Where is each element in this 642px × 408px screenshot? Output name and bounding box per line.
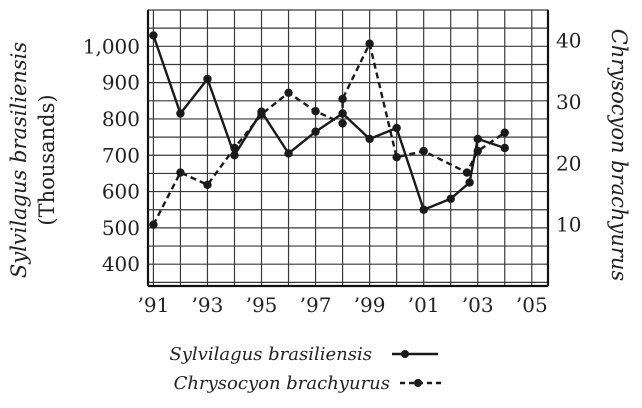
tick-labels: 400 500 600 700 800 900 1,000 10 20 30 40 ’91 ’93 ’95… — [83, 29, 582, 317]
data-point-series-1 — [338, 109, 347, 118]
left-tick-label: 500 — [102, 216, 140, 240]
data-point-series-2 — [419, 146, 428, 156]
x-tick-label: ’91 — [137, 293, 169, 317]
data-point-series-1 — [230, 151, 239, 160]
data-point-series-2 — [365, 39, 374, 48]
x-tick-label: ’95 — [246, 293, 278, 317]
x-tick-label: ’03 — [462, 293, 494, 317]
right-tick-label: 40 — [556, 29, 581, 53]
data-point-series-1 — [284, 149, 293, 158]
x-tick-label: ’05 — [516, 293, 548, 317]
left-axis-title-line1: Sylvilagus brasiliensis — [7, 42, 31, 279]
data-point-series-2 — [203, 180, 212, 189]
left-tick-label: 600 — [102, 180, 140, 204]
right-axis-title: Chrysocyon brachyurus — [607, 29, 631, 282]
data-point-series-1 — [311, 127, 320, 136]
left-tick-label: 1,000 — [83, 34, 140, 58]
data-point-series-1 — [365, 134, 374, 144]
data-point-series-1 — [176, 109, 185, 118]
data-point-series-2 — [338, 119, 347, 128]
data-point-series-2 — [230, 143, 239, 153]
legend-label-series-1: Sylvilagus brasiliensis — [169, 344, 372, 365]
data-point-series-1 — [446, 194, 455, 204]
left-tick-label: 800 — [102, 107, 140, 131]
legend-marker-series-2 — [414, 379, 422, 387]
x-tick-label: ’99 — [354, 293, 386, 317]
right-tick-label: 10 — [556, 213, 581, 237]
data-point-series-2 — [462, 168, 472, 177]
right-tick-label: 20 — [556, 151, 581, 175]
legend-label-series-2: Chrysocyon brachyurus — [174, 373, 390, 394]
data-point-series-1 — [149, 31, 158, 40]
data-point-series-2 — [473, 146, 482, 156]
data-point-series-2 — [257, 110, 266, 119]
legend-marker-series-1 — [401, 350, 409, 358]
data-point-series-1 — [465, 178, 474, 187]
grid-lines — [148, 9, 548, 286]
data-point-series-2 — [392, 153, 401, 162]
right-tick-label: 30 — [556, 90, 581, 114]
data-point-series-1 — [500, 143, 509, 153]
data-point-series-1 — [473, 134, 482, 144]
data-point-series-2 — [500, 128, 509, 137]
legend: Sylvilagus brasiliensis Chrysocyon brach… — [169, 344, 442, 394]
x-tick-label: ’01 — [408, 293, 440, 317]
data-point-series-1 — [392, 123, 401, 133]
data-point-series-2 — [284, 88, 293, 98]
left-axis-title-line2: (Thousands) — [35, 94, 59, 225]
left-tick-label: 400 — [102, 252, 140, 276]
plot-frame — [146, 10, 550, 288]
data-point-series-2 — [176, 168, 185, 177]
data-point-series-2 — [338, 94, 347, 104]
series-points — [149, 31, 509, 229]
x-tick-label: ’93 — [192, 293, 224, 317]
x-tick-label: ’97 — [300, 293, 332, 317]
data-point-series-1 — [203, 74, 212, 84]
data-point-series-2 — [311, 107, 320, 116]
left-tick-label: 900 — [102, 71, 140, 95]
left-tick-label: 700 — [102, 143, 140, 167]
data-point-series-1 — [419, 205, 428, 214]
data-point-series-2 — [149, 220, 158, 229]
